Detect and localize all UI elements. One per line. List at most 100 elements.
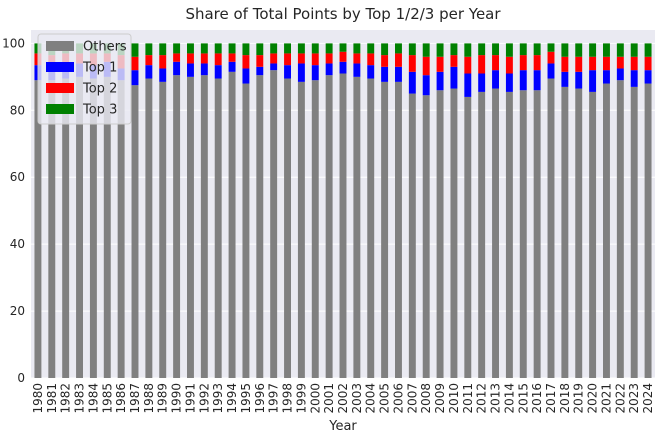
bar-others-2001: [325, 75, 333, 378]
bar-top-1-1992: [200, 63, 208, 76]
bar-others-2018: [561, 86, 569, 378]
bar-others-2016: [533, 90, 541, 378]
bar-others-2007: [408, 93, 416, 379]
x-tick-label: 1985: [100, 383, 114, 414]
bar-top-2-1992: [200, 53, 208, 64]
x-tick-label: 1989: [156, 383, 170, 414]
bar-others-2020: [589, 91, 597, 379]
bar-others-2011: [464, 96, 472, 378]
y-tick-label: 40: [10, 237, 25, 251]
bar-top-2-2023: [630, 56, 638, 71]
bar-top-1-2011: [464, 73, 472, 97]
x-tick-label: 1988: [142, 383, 156, 414]
bar-top-3-2009: [436, 43, 444, 57]
bar-top-2-2010: [450, 55, 458, 67]
bar-top-1-2022: [616, 68, 624, 81]
bar-top-3-1998: [284, 43, 291, 54]
bar-top-1-2024: [644, 70, 652, 84]
bar-top-2-1998: [284, 53, 291, 66]
bar-top-1-1991: [187, 63, 194, 77]
bar-top-1-2003: [353, 63, 361, 77]
legend-label: Top 3: [82, 103, 117, 118]
x-tick-label: 1997: [267, 383, 281, 414]
x-tick-label: 2022: [613, 383, 627, 414]
bar-top-3-2000: [311, 43, 319, 54]
chart-title: Share of Total Points by Top 1/2/3 per Y…: [185, 5, 501, 23]
bar-top-3-1988: [145, 43, 153, 56]
bar-others-2003: [353, 76, 361, 378]
bar-others-2008: [422, 95, 430, 378]
x-tick-label: 1987: [128, 383, 142, 414]
x-tick-label: 2008: [419, 383, 433, 414]
bar-others-2010: [450, 88, 458, 379]
x-tick-label: 2005: [378, 383, 392, 414]
bar-top-3-1995: [242, 43, 250, 56]
x-tick-label: 2018: [558, 383, 572, 414]
x-tick-label: 1993: [211, 383, 225, 414]
bar-top-2-2019: [575, 56, 583, 72]
bar-others-1981: [48, 80, 56, 378]
x-tick-label: 2017: [544, 383, 558, 414]
bar-top-2-2002: [339, 51, 347, 62]
x-tick-label: 2000: [308, 383, 322, 414]
bar-top-1-1999: [297, 63, 305, 82]
bar-others-2004: [367, 78, 375, 379]
x-tick-label: 2010: [447, 383, 461, 414]
bar-top-1-2017: [547, 63, 555, 79]
bar-top-1-1996: [256, 66, 264, 76]
bar-top-3-2011: [464, 43, 472, 57]
bar-others-2013: [492, 88, 499, 379]
bar-others-1995: [242, 83, 250, 379]
bar-top-3-2006: [395, 43, 402, 54]
x-tick-label: 1984: [86, 383, 100, 414]
bar-top-2-1994: [228, 53, 236, 62]
bar-top-1-2023: [630, 70, 638, 87]
bar-top-3-2007: [408, 43, 416, 56]
bar-others-2000: [311, 80, 319, 378]
bar-others-2023: [630, 86, 638, 378]
x-tick-label: 1990: [170, 383, 184, 414]
x-tick-label: 2019: [572, 383, 586, 414]
x-tick-label: 1995: [239, 383, 253, 414]
bar-others-2017: [547, 78, 555, 379]
bar-top-2-2024: [644, 56, 652, 71]
x-tick-label: 1992: [197, 383, 211, 414]
x-tick-label: 1996: [253, 383, 267, 414]
bar-top-2-2014: [505, 56, 513, 74]
bar-top-2-2005: [381, 55, 389, 67]
bar-top-2-2009: [436, 56, 444, 72]
x-tick-label: 1998: [281, 383, 295, 414]
bar-top-2-1996: [256, 55, 264, 67]
bar-top-3-2021: [603, 43, 610, 57]
y-tick-label: 60: [10, 170, 25, 184]
bar-top-1-1994: [228, 61, 236, 72]
bar-top-2-1987: [131, 56, 139, 71]
bar-top-3-2017: [547, 43, 555, 52]
bar-others-1992: [200, 75, 208, 378]
x-tick-label: 2013: [489, 383, 503, 414]
x-tick-label: 2007: [405, 383, 419, 414]
legend-label: Top 2: [82, 82, 117, 97]
bar-top-1-2014: [505, 73, 513, 92]
bar-others-2014: [505, 91, 513, 379]
bar-top-1-1993: [214, 65, 222, 79]
bar-others-1990: [173, 75, 181, 378]
bar-top-3-2023: [630, 43, 638, 57]
bar-top-2-2016: [533, 55, 541, 71]
bar-top-3-2003: [353, 43, 361, 54]
bar-others-1991: [187, 76, 194, 378]
x-tick-label: 2021: [599, 383, 613, 414]
bar-others-2005: [381, 81, 389, 378]
legend-label: Top 1: [82, 61, 117, 76]
x-tick-label: 1981: [45, 383, 59, 414]
bar-top-1-2008: [422, 75, 430, 96]
bar-others-2012: [478, 91, 486, 379]
bar-others-2006: [395, 81, 402, 378]
bar-top-1-2021: [603, 70, 610, 84]
legend-swatch: [46, 104, 74, 114]
bar-top-2-2015: [519, 55, 527, 71]
bar-top-3-2015: [519, 43, 527, 56]
bar-others-1994: [228, 71, 236, 379]
